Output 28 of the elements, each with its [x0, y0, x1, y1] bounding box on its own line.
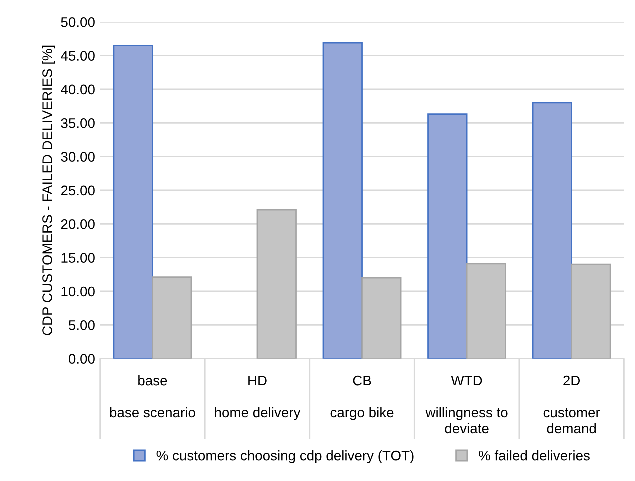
bar	[256, 209, 297, 359]
y-axis-title: CDP CUSTOMERS - FAILED DELIVERIES [%]	[42, 46, 56, 336]
y-tick-label: 15.00	[62, 253, 95, 263]
legend-label: % customers choosing cdp delivery (TOT)	[156, 450, 414, 464]
y-tick-label: 25.00	[61, 186, 95, 196]
y-tick-label: 20.00	[61, 219, 95, 230]
category-label: WTD willingness to deviate	[426, 376, 508, 434]
category-label: HD home delivery	[215, 376, 301, 420]
bar	[532, 102, 573, 359]
bar	[152, 276, 192, 359]
bar	[571, 264, 612, 359]
y-tick-label: 0.00	[68, 354, 95, 364]
y-tick-label: 40.00	[61, 84, 95, 95]
y-tick-label: 5.00	[68, 320, 95, 330]
bar	[466, 263, 507, 359]
category-label: 2D customer demand	[544, 376, 600, 434]
y-tick-label: 45.00	[61, 51, 95, 61]
bar	[322, 42, 363, 359]
bar	[113, 45, 154, 359]
category-label: base base scenario	[110, 375, 196, 418]
bar	[362, 277, 402, 359]
bar	[428, 114, 468, 359]
legend-label: % failed deliveries	[479, 450, 590, 461]
y-tick-label: 10.00	[62, 286, 95, 297]
y-tick-label: 30.00	[61, 152, 95, 162]
y-tick-label: 50.00	[61, 17, 95, 28]
y-tick-label: 35.00	[61, 118, 95, 128]
category-label: CB cargo bike	[330, 376, 394, 420]
